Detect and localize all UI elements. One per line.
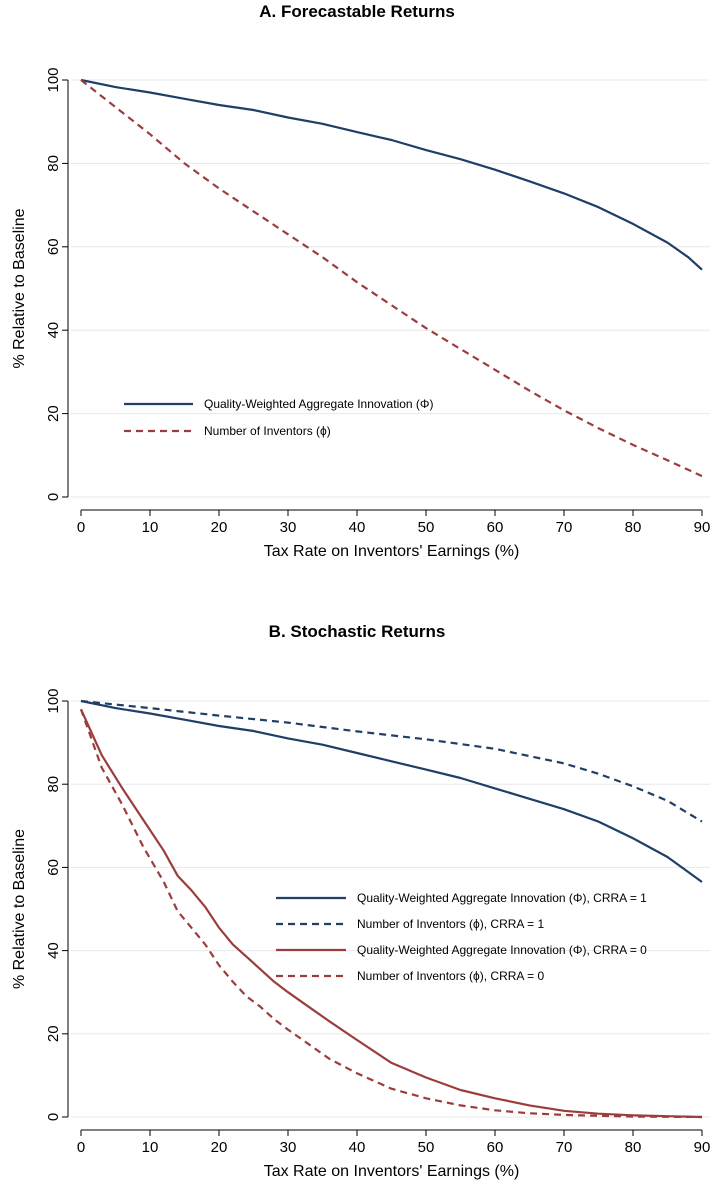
x-tick-label: 70 [556, 519, 573, 536]
x-tick-label: 60 [487, 519, 504, 536]
series-line-1 [80, 699, 703, 883]
y-tick-label: 20 [45, 1025, 62, 1042]
series-line-2 [80, 79, 703, 478]
y-tick-label: 60 [45, 859, 62, 876]
legend: Quality-Weighted Aggregate Innovation (Φ… [276, 891, 647, 983]
legend-label: Number of Inventors (ϕ), CRRA = 1 [357, 917, 544, 931]
x-tick-label: 10 [142, 1139, 159, 1156]
series-line-1 [80, 78, 703, 271]
x-tick-label: 30 [280, 519, 297, 536]
legend-label: Number of Inventors (ϕ) [204, 424, 331, 438]
x-tick-label: 90 [694, 1139, 711, 1156]
x-tick-label: 10 [142, 519, 159, 536]
panel-b-plot: 0 20 40 60 80 100 0 10 20 30 40 50 60 70 80 90 Tax Rate … [11, 688, 710, 1180]
legend-label: Quality-Weighted Aggregate Innovation (Φ… [204, 397, 433, 411]
x-tick-label: 90 [694, 519, 711, 536]
x-axis-title: Tax Rate on Inventors' Earnings (%) [264, 1163, 520, 1180]
y-tick-label: 20 [45, 405, 62, 422]
y-tick-label: 40 [45, 322, 62, 339]
legend-label: Quality-Weighted Aggregate Innovation (Φ… [357, 891, 647, 905]
y-tick-label: 40 [45, 942, 62, 959]
x-tick-label: 0 [77, 519, 85, 536]
series-line-2 [80, 699, 703, 823]
legend-label: Quality-Weighted Aggregate Innovation (Φ… [357, 943, 647, 957]
y-tick-label: 80 [45, 776, 62, 793]
panel-a-plot: 0 20 40 60 80 100 0 10 20 30 40 50 60 70 80 90 Tax Rate … [11, 67, 710, 560]
x-tick-label: 20 [211, 1139, 228, 1156]
x-tick-label: 50 [418, 1139, 435, 1156]
x-tick-label: 20 [211, 519, 228, 536]
y-tick-label: 100 [45, 67, 62, 92]
legend-label: Number of Inventors (ϕ), CRRA = 0 [357, 969, 544, 983]
x-tick-label: 70 [556, 1139, 573, 1156]
y-tick-label: 60 [45, 238, 62, 255]
y-axis-title: % Relative to Baseline [11, 208, 28, 368]
y-tick-label: 0 [45, 1113, 62, 1121]
x-tick-label: 80 [625, 1139, 642, 1156]
x-axis-title: Tax Rate on Inventors' Earnings (%) [264, 543, 520, 560]
x-tick-label: 0 [77, 1139, 85, 1156]
x-tick-label: 40 [349, 519, 366, 536]
legend: Quality-Weighted Aggregate Innovation (Φ… [124, 397, 433, 438]
y-tick-label: 100 [45, 688, 62, 713]
x-tick-label: 30 [280, 1139, 297, 1156]
series-line-3 [79, 708, 703, 1119]
panel-a-title: A. Forecastable Returns [259, 2, 455, 21]
x-tick-label: 40 [349, 1139, 366, 1156]
x-tick-label: 80 [625, 519, 642, 536]
panel-b-title: B. Stochastic Returns [268, 622, 446, 641]
y-tick-label: 80 [45, 155, 62, 172]
x-tick-label: 60 [487, 1139, 504, 1156]
x-tick-label: 50 [418, 519, 435, 536]
series-line-4 [79, 708, 703, 1119]
y-axis-title: % Relative to Baseline [11, 829, 28, 989]
y-tick-label: 0 [45, 493, 62, 501]
